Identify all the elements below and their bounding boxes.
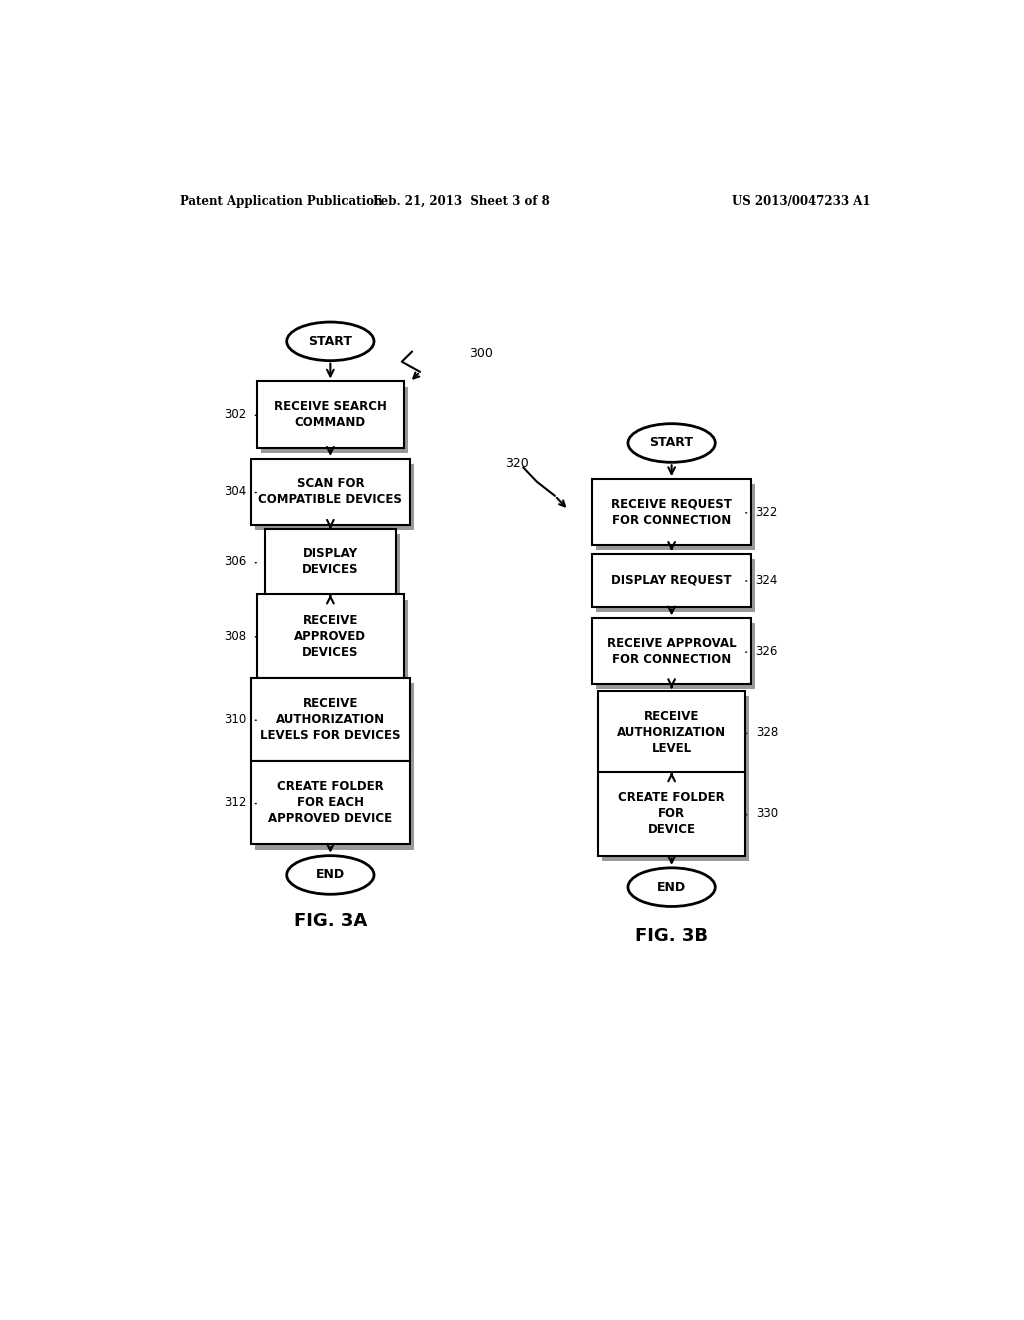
Text: END: END bbox=[657, 880, 686, 894]
FancyBboxPatch shape bbox=[265, 529, 396, 595]
FancyBboxPatch shape bbox=[257, 381, 403, 447]
Text: DISPLAY
DEVICES: DISPLAY DEVICES bbox=[302, 548, 358, 577]
Ellipse shape bbox=[287, 855, 374, 894]
Ellipse shape bbox=[287, 322, 374, 360]
Text: 330: 330 bbox=[756, 808, 778, 821]
FancyBboxPatch shape bbox=[598, 690, 745, 775]
Text: SCAN FOR
COMPATIBLE DEVICES: SCAN FOR COMPATIBLE DEVICES bbox=[258, 478, 402, 507]
Text: 306: 306 bbox=[224, 556, 246, 569]
Text: US 2013/0047233 A1: US 2013/0047233 A1 bbox=[731, 194, 870, 207]
FancyBboxPatch shape bbox=[596, 558, 755, 611]
Text: 308: 308 bbox=[224, 630, 246, 643]
FancyBboxPatch shape bbox=[257, 594, 403, 677]
Text: RECEIVE
APPROVED
DEVICES: RECEIVE APPROVED DEVICES bbox=[294, 614, 367, 659]
Text: FIG. 3A: FIG. 3A bbox=[294, 912, 367, 929]
FancyBboxPatch shape bbox=[251, 677, 410, 762]
Text: DISPLAY REQUEST: DISPLAY REQUEST bbox=[611, 574, 732, 586]
FancyBboxPatch shape bbox=[255, 682, 414, 766]
Text: END: END bbox=[315, 869, 345, 882]
FancyBboxPatch shape bbox=[251, 762, 410, 845]
Text: 312: 312 bbox=[224, 796, 247, 809]
FancyBboxPatch shape bbox=[592, 479, 751, 545]
Text: 322: 322 bbox=[756, 506, 778, 519]
Text: 328: 328 bbox=[756, 726, 778, 739]
Text: CREATE FOLDER
FOR EACH
APPROVED DEVICE: CREATE FOLDER FOR EACH APPROVED DEVICE bbox=[268, 780, 392, 825]
FancyBboxPatch shape bbox=[251, 459, 410, 525]
Text: 310: 310 bbox=[224, 713, 246, 726]
FancyBboxPatch shape bbox=[269, 535, 399, 601]
Text: START: START bbox=[649, 437, 693, 450]
Text: 302: 302 bbox=[224, 408, 246, 421]
FancyBboxPatch shape bbox=[596, 623, 755, 689]
FancyBboxPatch shape bbox=[598, 772, 745, 855]
Text: Feb. 21, 2013  Sheet 3 of 8: Feb. 21, 2013 Sheet 3 of 8 bbox=[373, 194, 550, 207]
Text: START: START bbox=[308, 335, 352, 348]
Text: CREATE FOLDER
FOR
DEVICE: CREATE FOLDER FOR DEVICE bbox=[618, 792, 725, 837]
Text: 326: 326 bbox=[756, 645, 778, 657]
FancyBboxPatch shape bbox=[261, 599, 408, 682]
FancyBboxPatch shape bbox=[261, 387, 408, 453]
Text: RECEIVE SEARCH
COMMAND: RECEIVE SEARCH COMMAND bbox=[274, 400, 387, 429]
Text: RECEIVE
AUTHORIZATION
LEVEL: RECEIVE AUTHORIZATION LEVEL bbox=[617, 710, 726, 755]
Text: 320: 320 bbox=[505, 457, 528, 470]
Text: 300: 300 bbox=[469, 347, 494, 360]
Ellipse shape bbox=[628, 424, 716, 462]
Text: 324: 324 bbox=[756, 574, 778, 586]
FancyBboxPatch shape bbox=[255, 766, 414, 850]
Text: Patent Application Publication: Patent Application Publication bbox=[179, 194, 382, 207]
Text: FIG. 3B: FIG. 3B bbox=[635, 927, 709, 945]
Text: RECEIVE
AUTHORIZATION
LEVELS FOR DEVICES: RECEIVE AUTHORIZATION LEVELS FOR DEVICES bbox=[260, 697, 400, 742]
Text: RECEIVE APPROVAL
FOR CONNECTION: RECEIVE APPROVAL FOR CONNECTION bbox=[607, 636, 736, 665]
FancyBboxPatch shape bbox=[592, 618, 751, 684]
Ellipse shape bbox=[628, 867, 716, 907]
Text: 304: 304 bbox=[224, 486, 246, 498]
FancyBboxPatch shape bbox=[592, 554, 751, 607]
FancyBboxPatch shape bbox=[602, 777, 749, 861]
Text: RECEIVE REQUEST
FOR CONNECTION: RECEIVE REQUEST FOR CONNECTION bbox=[611, 498, 732, 527]
FancyBboxPatch shape bbox=[255, 463, 414, 529]
FancyBboxPatch shape bbox=[596, 484, 755, 550]
FancyBboxPatch shape bbox=[602, 696, 749, 779]
